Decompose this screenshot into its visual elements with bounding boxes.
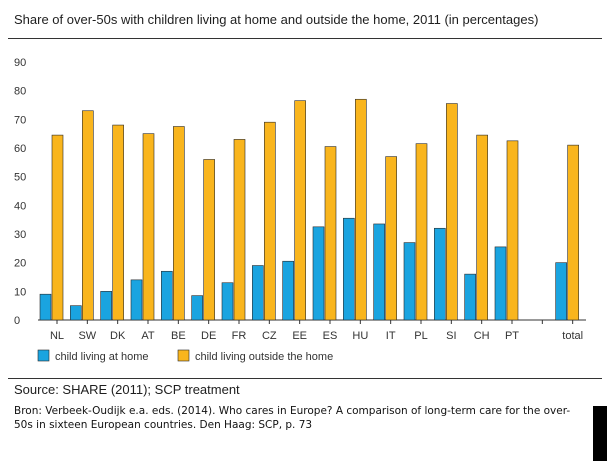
bar-outside-home — [203, 159, 215, 321]
x-tick-label: BE — [171, 330, 186, 342]
bar-at-home — [282, 260, 294, 321]
bar-at-home — [494, 246, 507, 321]
x-tick-label: CH — [474, 330, 490, 342]
bar-outside-home — [112, 124, 124, 321]
bar-at-home — [434, 227, 446, 321]
chart-title: Share of over-50s with children living a… — [14, 12, 539, 27]
legend-label: child living outside the home — [195, 351, 333, 363]
bar-at-home — [343, 217, 355, 321]
bar-at-home — [221, 282, 234, 321]
bar-at-home — [373, 223, 385, 321]
bar-outside-home — [173, 126, 185, 321]
x-tick-label: FR — [232, 330, 247, 342]
bar-outside-home — [324, 146, 337, 321]
y-tick-label: 40 — [14, 200, 26, 212]
bar-at-home — [312, 226, 325, 321]
bar-at-home — [70, 305, 82, 321]
x-tick-label: SI — [446, 330, 456, 342]
bar-outside-home — [355, 98, 367, 321]
bar-outside-home — [415, 143, 428, 321]
y-tick-label: 80 — [14, 86, 26, 98]
citation-text: Bron: Verbeek-Oudijk e.a. eds. (2014). W… — [14, 405, 571, 431]
x-tick-label: PL — [414, 330, 427, 342]
y-tick-label: 70 — [14, 114, 26, 126]
bar-outside-home — [264, 121, 276, 321]
bar-outside-home — [142, 133, 155, 321]
x-tick-label: CZ — [262, 330, 277, 342]
title-divider — [8, 38, 602, 39]
y-tick-label: 10 — [14, 286, 26, 298]
x-tick-label: DK — [110, 330, 126, 342]
bar-outside-home — [294, 100, 306, 321]
legend-swatch — [37, 349, 50, 362]
source-note: Source: SHARE (2011); SCP treatment — [14, 382, 240, 397]
y-tick-label: 50 — [14, 172, 26, 184]
bar-outside-home — [446, 103, 458, 321]
bar-at-home — [464, 273, 476, 321]
bar-at-home — [161, 270, 173, 321]
y-tick-label: 20 — [14, 258, 26, 270]
y-tick-label: 60 — [14, 143, 26, 155]
bar-at-home — [39, 293, 52, 321]
x-tick-label: IT — [386, 330, 396, 342]
x-tick-label: ES — [323, 330, 338, 342]
legend-swatch — [177, 349, 190, 362]
bar-outside-home — [506, 140, 519, 321]
bar-at-home — [191, 295, 203, 321]
y-tick-label: 90 — [14, 57, 26, 69]
bar-chart: 0 10 20 30 40 50 60 70 80 90 NL SW DK AT BE DE FR CZ EE ES H… — [14, 57, 586, 363]
bar-outside-home — [233, 139, 246, 321]
x-tick-label: AT — [141, 330, 155, 342]
bar-outside-home — [476, 134, 488, 321]
bar-at-home — [403, 242, 416, 321]
y-tick-label: 30 — [14, 229, 26, 241]
bar-at-home — [100, 291, 112, 321]
x-tick-label: NL — [50, 330, 64, 342]
x-tick-label: total — [562, 330, 583, 342]
source-divider — [8, 378, 602, 379]
x-tick-label: DE — [201, 330, 216, 342]
bar-outside-home — [567, 144, 579, 321]
bar-at-home — [130, 279, 143, 321]
y-tick-label: 0 — [14, 315, 20, 327]
x-tick-label: PT — [505, 330, 519, 342]
bar-at-home — [555, 262, 567, 321]
bar-outside-home — [385, 156, 397, 321]
edge-bar — [593, 406, 607, 461]
legend-label: child living at home — [55, 351, 149, 363]
bar-outside-home — [82, 110, 94, 321]
bar-at-home — [252, 265, 264, 321]
x-tick-label: SW — [78, 330, 96, 342]
chart-frame: Share of over-50s with children living a… — [8, 2, 602, 397]
x-tick-label: HU — [352, 330, 368, 342]
x-tick-label: EE — [292, 330, 307, 342]
bar-outside-home — [51, 134, 64, 321]
